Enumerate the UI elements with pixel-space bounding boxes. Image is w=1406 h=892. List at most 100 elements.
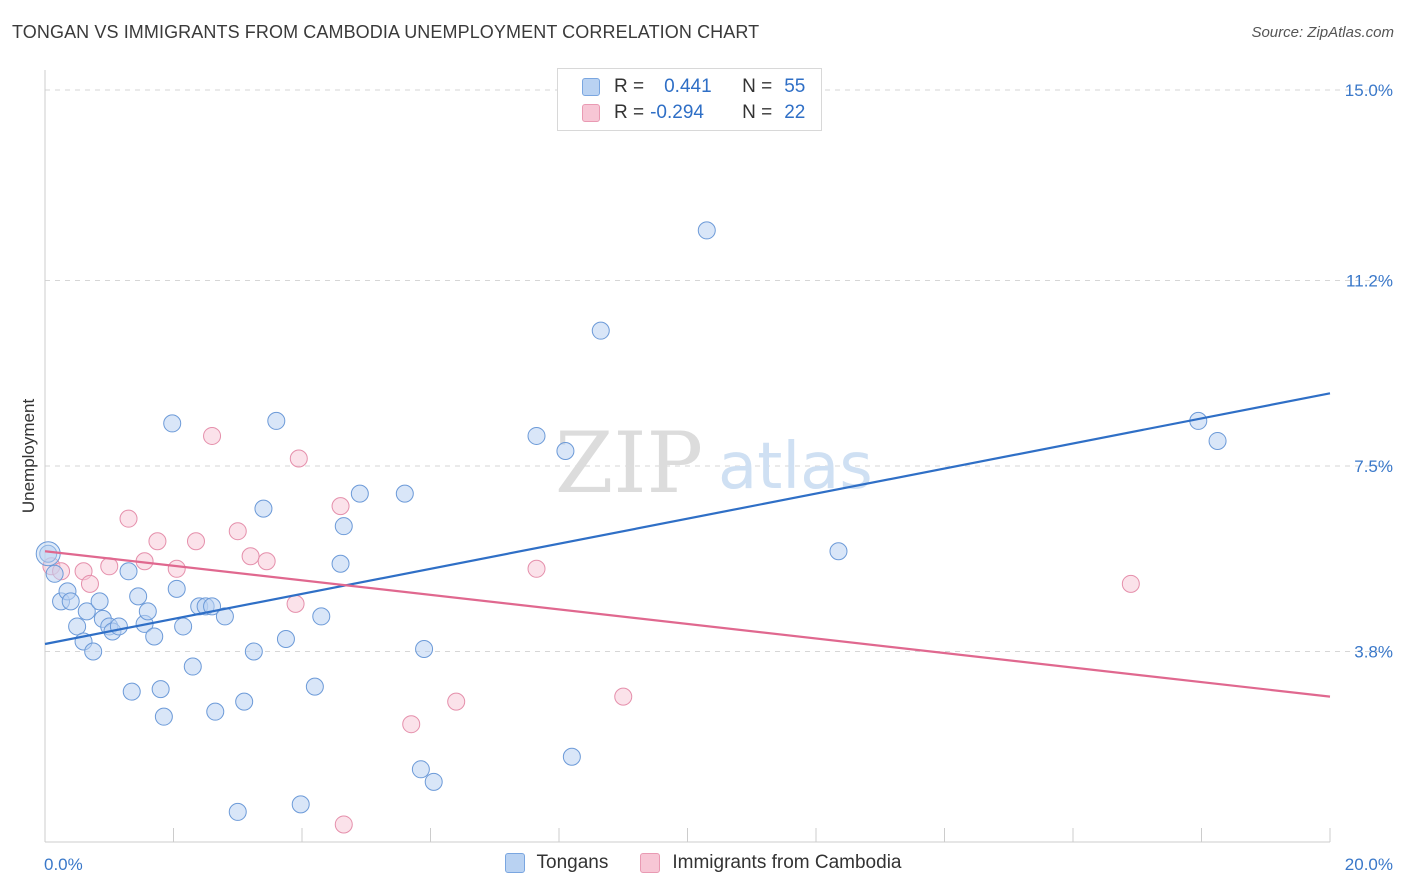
x-tick-label-right: 20.0%: [1345, 855, 1393, 874]
tongans-point: [228, 802, 247, 821]
x-ticks: [173, 828, 1331, 842]
legend-n-value: 22: [784, 102, 806, 123]
cambodia-point: [241, 547, 260, 566]
tongans-point: [183, 657, 202, 676]
series-tongans-points: [35, 221, 1227, 821]
cambodia-point: [148, 532, 167, 551]
y-tick-label: 15.0%: [1345, 81, 1393, 100]
cambodia-point: [334, 815, 353, 834]
legend-r-value: -0.294: [650, 102, 704, 123]
tongans-point: [334, 517, 353, 536]
legend-swatch-pink: [582, 104, 600, 122]
tongans-point: [697, 221, 716, 240]
source-label: Source: ZipAtlas.com: [1251, 24, 1394, 41]
tongans-point: [163, 414, 182, 433]
legend-r-label: R =: [614, 76, 645, 97]
tongans-point: [174, 617, 193, 636]
legend-swatch-cambodia: [640, 853, 661, 873]
trend-lines: [44, 392, 1331, 698]
y-tick-label: 11.2%: [1346, 272, 1393, 291]
chart-title: TONGAN VS IMMIGRANTS FROM CAMBODIA UNEMP…: [12, 22, 760, 42]
tongans-point: [119, 562, 138, 581]
legend-label-cambodia: Immigrants from Cambodia: [672, 852, 902, 873]
tongans-point: [305, 677, 324, 696]
series-legend: Tongans Immigrants from Cambodia: [0, 852, 1406, 874]
cambodia-point: [402, 715, 421, 734]
tongans-point: [291, 795, 310, 814]
cambodia-point: [257, 552, 276, 571]
tongans-point: [527, 426, 546, 445]
tongans-point: [145, 627, 164, 646]
cambodia-point: [100, 557, 119, 576]
cambodia-point: [119, 509, 138, 528]
tongans-point: [206, 702, 225, 721]
tongans-point: [90, 592, 109, 611]
cambodia-point: [80, 574, 99, 593]
tongans-point: [556, 441, 575, 460]
tongans-point: [829, 542, 848, 561]
legend-row-tongans: R = 0.441 N = 55: [582, 75, 805, 99]
x-tick-label-left: 0.0%: [44, 855, 83, 874]
tongans-point: [1208, 431, 1227, 450]
tongans-point: [591, 321, 610, 340]
tongans-point: [244, 642, 263, 661]
tongans-point: [267, 411, 286, 430]
tongans-point: [411, 760, 430, 779]
cambodia-point: [331, 497, 350, 516]
cambodia-point: [286, 594, 305, 613]
tongans-point: [77, 602, 96, 621]
watermark-zip: ZIP: [555, 414, 703, 512]
cambodia-point: [1121, 574, 1140, 593]
legend-r-value: 0.441: [664, 76, 712, 97]
tongans-point: [331, 554, 350, 573]
tongans-point: [61, 592, 80, 611]
cambodia-point: [167, 559, 186, 578]
tongans-point: [84, 642, 103, 661]
legend-item-tongans: Tongans: [504, 852, 609, 874]
legend-label-tongans: Tongans: [536, 852, 609, 873]
tongans-point: [276, 629, 295, 648]
legend-swatch-tongans: [504, 853, 525, 873]
legend-item-cambodia: Immigrants from Cambodia: [640, 852, 901, 874]
tongans-point: [562, 747, 581, 766]
cambodia-point: [447, 692, 466, 711]
tongans-point: [167, 579, 186, 598]
tongans-point: [122, 682, 141, 701]
tongans-point: [415, 640, 434, 658]
legend-r-label: R =: [614, 102, 645, 123]
tongans-point: [68, 617, 87, 636]
grid-lines: [45, 89, 1393, 653]
tongans-point: [35, 541, 61, 567]
legend-n-label: N =: [742, 102, 773, 123]
tongans-trend-line: [44, 392, 1331, 646]
tongans-point: [395, 484, 414, 503]
cambodia-point: [186, 532, 205, 551]
cambodia-point: [203, 426, 222, 445]
y-tick-label: 3.8%: [1354, 643, 1393, 662]
cambodia-point: [527, 559, 546, 578]
tongans-point: [350, 484, 369, 503]
watermark-atlas: atlas: [718, 430, 873, 504]
tongans-point: [151, 680, 170, 699]
tongans-point: [235, 692, 254, 711]
tongans-point: [312, 607, 331, 626]
cambodia-point: [614, 687, 633, 706]
y-tick-label: 7.5%: [1354, 457, 1393, 476]
tongans-point: [254, 499, 273, 518]
cambodia-point: [289, 449, 308, 468]
tongans-point: [109, 617, 128, 636]
tongans-point: [138, 602, 157, 621]
y-tick-labels: 3.8% 7.5% 11.2% 15.0%: [1345, 81, 1393, 661]
tongans-point: [39, 544, 58, 563]
tongans-point: [45, 564, 64, 583]
cambodia-point: [228, 522, 247, 541]
cambodia-trend-line: [44, 550, 1331, 698]
tongans-point: [424, 772, 443, 791]
legend-n-value: 55: [784, 76, 806, 97]
y-axis-label: Unemployment: [19, 399, 38, 514]
correlation-legend: R = 0.441 N = 55 R = -0.294 N = 22: [557, 68, 822, 131]
tongans-point: [154, 707, 173, 726]
tongans-point: [129, 587, 148, 606]
legend-row-cambodia: R = -0.294 N = 22: [582, 101, 805, 125]
